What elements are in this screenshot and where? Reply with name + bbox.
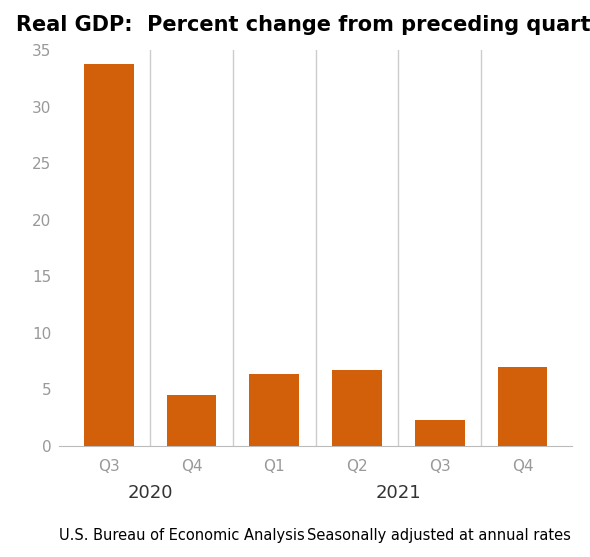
Bar — [415, 419, 465, 446]
Bar — [332, 370, 382, 446]
Bar — [250, 374, 299, 446]
Title: Real GDP:  Percent change from preceding quarter: Real GDP: Percent change from preceding … — [16, 14, 590, 35]
Bar — [166, 395, 217, 446]
Text: 2020: 2020 — [127, 485, 173, 502]
Bar — [498, 367, 548, 446]
Bar — [84, 63, 133, 446]
Text: 2021: 2021 — [376, 485, 421, 502]
Text: U.S. Bureau of Economic Analysis: U.S. Bureau of Economic Analysis — [59, 528, 305, 543]
Text: Seasonally adjusted at annual rates: Seasonally adjusted at annual rates — [307, 528, 571, 543]
